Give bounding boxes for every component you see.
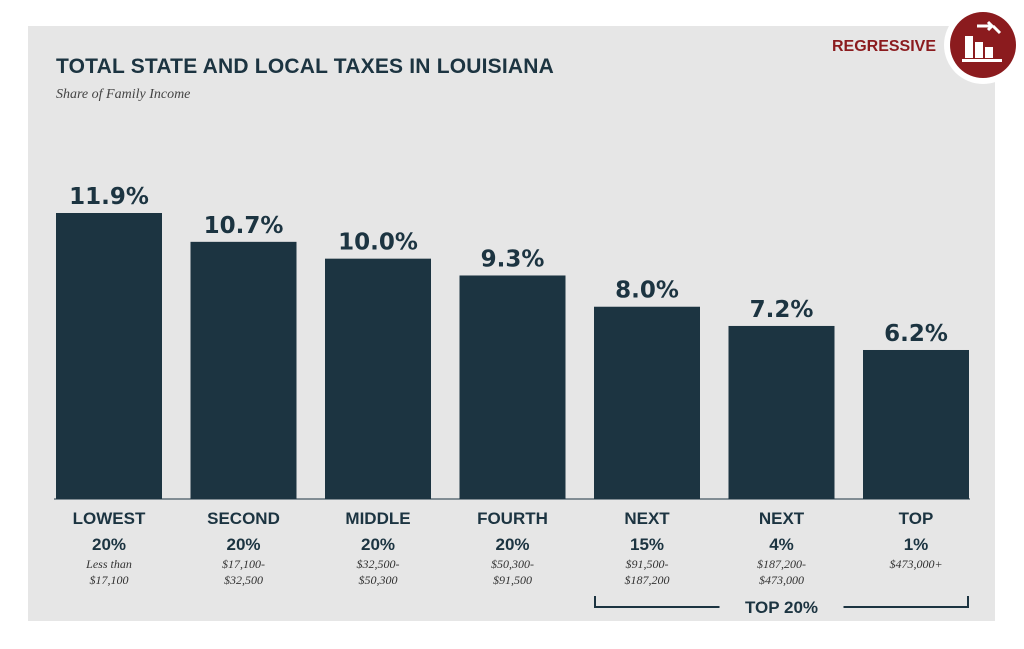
group-bracket-right bbox=[843, 596, 969, 608]
regressive-badge bbox=[944, 6, 1022, 84]
bar-value-label: 7.2% bbox=[750, 297, 814, 323]
income-range-label: $32,500 bbox=[224, 573, 263, 587]
category-label: NEXT bbox=[759, 509, 805, 528]
category-label: 20% bbox=[495, 535, 529, 554]
bar bbox=[594, 306, 700, 499]
income-range-label: $32,500- bbox=[357, 557, 400, 571]
category-label: MIDDLE bbox=[345, 509, 410, 528]
bar-value-label: 6.2% bbox=[884, 321, 948, 347]
bar-value-label: 11.9% bbox=[69, 184, 149, 210]
regressive-label: REGRESSIVE bbox=[831, 38, 936, 55]
bar bbox=[190, 241, 297, 499]
bar bbox=[56, 213, 162, 499]
bar-value-label: 9.3% bbox=[481, 246, 545, 272]
category-label: NEXT bbox=[624, 509, 670, 528]
group-bracket-label: TOP 20% bbox=[745, 598, 818, 617]
category-label: 15% bbox=[630, 535, 664, 554]
bar bbox=[728, 325, 835, 499]
income-range-label: $17,100- bbox=[222, 557, 265, 571]
income-range-label: $91,500 bbox=[493, 573, 532, 587]
category-label: SECOND bbox=[207, 509, 280, 528]
chart-subtitle: Share of Family Income bbox=[56, 87, 191, 102]
bar bbox=[863, 349, 969, 499]
regressive-bar-chart-icon bbox=[950, 12, 1016, 78]
bar bbox=[325, 258, 431, 499]
category-label: TOP bbox=[899, 509, 934, 528]
bar-value-label: 8.0% bbox=[615, 278, 679, 304]
income-range-label: $187,200 bbox=[625, 573, 670, 587]
income-range-label: $473,000+ bbox=[889, 557, 942, 571]
category-label: 4% bbox=[769, 535, 794, 554]
bar-value-label: 10.0% bbox=[338, 230, 418, 256]
group-bracket-left bbox=[594, 596, 720, 608]
category-label: 20% bbox=[226, 535, 260, 554]
income-range-label: $17,100 bbox=[90, 573, 129, 587]
income-range-label: $50,300 bbox=[359, 573, 398, 587]
income-range-label: Less than bbox=[85, 557, 132, 571]
chart-title: TOTAL STATE AND LOCAL TAXES IN LOUISIANA bbox=[56, 55, 555, 78]
category-label: 1% bbox=[904, 535, 929, 554]
income-range-label: $91,500- bbox=[626, 557, 669, 571]
income-range-label: $473,000 bbox=[759, 573, 804, 587]
income-range-label: $50,300- bbox=[491, 557, 534, 571]
category-label: 20% bbox=[361, 535, 395, 554]
bar-value-label: 10.7% bbox=[204, 213, 284, 239]
category-label: LOWEST bbox=[73, 509, 146, 528]
category-label: FOURTH bbox=[477, 509, 548, 528]
bar bbox=[459, 275, 566, 499]
income-range-label: $187,200- bbox=[757, 557, 806, 571]
category-label: 20% bbox=[92, 535, 126, 554]
